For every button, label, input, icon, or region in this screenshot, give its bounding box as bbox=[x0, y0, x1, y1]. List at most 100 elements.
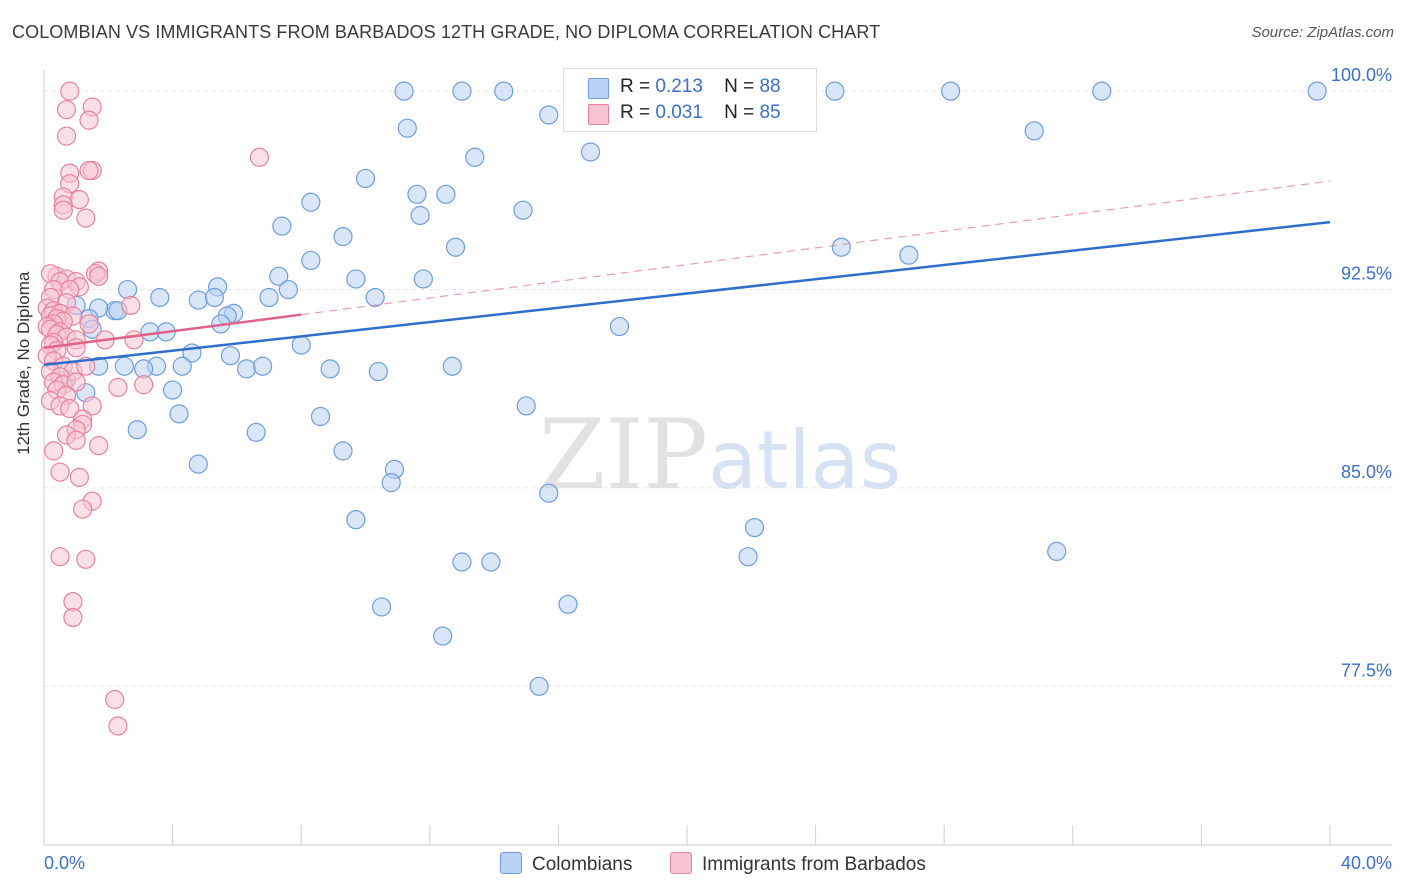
data-point bbox=[89, 435, 109, 456]
data-point bbox=[407, 184, 427, 204]
colombians-n-value: 88 bbox=[759, 76, 781, 97]
data-point bbox=[494, 81, 514, 101]
trend-line bbox=[43, 220, 1331, 367]
data-point bbox=[539, 483, 559, 503]
colombians-points bbox=[56, 81, 1327, 696]
data-point bbox=[50, 547, 70, 567]
data-point bbox=[442, 356, 462, 376]
data-point bbox=[301, 192, 321, 212]
data-point bbox=[53, 200, 73, 220]
barbados-legend-label: Immigrants from Barbados bbox=[702, 854, 926, 875]
data-point bbox=[76, 208, 96, 228]
data-point bbox=[259, 287, 279, 308]
data-point bbox=[381, 473, 401, 493]
data-point bbox=[1307, 81, 1327, 101]
data-point bbox=[516, 396, 536, 416]
data-point bbox=[163, 380, 183, 400]
data-point bbox=[291, 335, 311, 355]
data-point bbox=[50, 462, 70, 482]
legend-item-barbados[interactable]: Immigrants from Barbados bbox=[670, 852, 926, 876]
axes bbox=[43, 70, 1392, 846]
y-tick-label: 85.0% bbox=[1341, 462, 1392, 482]
data-point bbox=[134, 375, 154, 395]
data-point bbox=[609, 316, 630, 337]
data-point bbox=[56, 100, 77, 120]
data-point bbox=[114, 356, 134, 376]
stats-legend: R = 0.213 N = 88 R = 0.031 N = 85 bbox=[563, 68, 817, 132]
series-legend: Colombians Immigrants from Barbados bbox=[0, 852, 1406, 878]
data-point bbox=[253, 356, 273, 376]
data-point bbox=[72, 499, 93, 519]
data-point bbox=[269, 266, 289, 286]
data-point bbox=[66, 372, 86, 392]
data-point bbox=[82, 396, 102, 416]
colombians-legend-label: Colombians bbox=[532, 854, 633, 875]
data-point bbox=[452, 552, 472, 572]
trend-line bbox=[43, 313, 302, 349]
data-point bbox=[310, 406, 331, 427]
data-point bbox=[1024, 121, 1044, 141]
data-point bbox=[150, 287, 170, 308]
data-point bbox=[117, 279, 138, 300]
data-point bbox=[188, 290, 208, 310]
data-point bbox=[371, 597, 392, 617]
data-point bbox=[436, 184, 456, 204]
data-point bbox=[76, 549, 96, 569]
data-point bbox=[333, 227, 353, 247]
data-point bbox=[66, 430, 86, 450]
data-point bbox=[272, 216, 292, 236]
data-point bbox=[246, 422, 266, 442]
r-label: R = bbox=[620, 102, 651, 123]
data-point bbox=[410, 205, 430, 226]
data-point bbox=[60, 81, 80, 101]
data-point bbox=[236, 359, 257, 379]
data-point bbox=[301, 250, 321, 271]
data-point bbox=[172, 356, 192, 376]
data-point bbox=[452, 81, 472, 101]
n-label: N = bbox=[724, 102, 755, 123]
data-point bbox=[941, 81, 961, 101]
data-point bbox=[56, 126, 77, 146]
data-point bbox=[188, 454, 208, 474]
data-point bbox=[899, 245, 919, 265]
data-point bbox=[60, 398, 80, 419]
data-point bbox=[249, 147, 270, 167]
colombians-legend-swatch bbox=[500, 852, 522, 874]
data-point bbox=[66, 338, 86, 358]
data-point bbox=[558, 594, 578, 614]
data-point bbox=[445, 237, 466, 257]
data-point bbox=[355, 168, 376, 189]
legend-item-colombians[interactable]: Colombians bbox=[500, 852, 632, 876]
barbados-legend-swatch bbox=[670, 852, 692, 874]
barbados-r-value: 0.031 bbox=[655, 102, 703, 123]
y-tick-label: 77.5% bbox=[1341, 660, 1392, 680]
data-point bbox=[744, 517, 765, 538]
data-point bbox=[365, 287, 385, 308]
data-point bbox=[44, 441, 64, 461]
data-point bbox=[397, 118, 417, 138]
data-point bbox=[140, 322, 160, 342]
y-tick-label: 100.0% bbox=[1331, 65, 1392, 85]
data-point bbox=[1092, 81, 1112, 101]
data-point bbox=[433, 626, 453, 646]
data-point bbox=[69, 190, 89, 210]
data-point bbox=[108, 716, 128, 736]
colombians-swatch bbox=[588, 78, 609, 99]
data-point bbox=[529, 676, 549, 696]
x-tick-labels: 0.0% 40.0% bbox=[44, 853, 1392, 873]
watermark-zip: ZIP bbox=[539, 399, 708, 511]
data-point bbox=[394, 81, 414, 101]
data-point bbox=[580, 142, 601, 162]
r-label: R = bbox=[620, 76, 651, 97]
data-point bbox=[127, 420, 147, 440]
data-point bbox=[79, 160, 99, 181]
data-point bbox=[368, 361, 388, 382]
x-tick-label-min: 0.0% bbox=[44, 853, 85, 873]
data-point bbox=[481, 552, 501, 572]
data-point bbox=[413, 269, 433, 289]
data-point bbox=[89, 266, 109, 286]
data-point bbox=[220, 346, 241, 366]
colombians-r-value: 0.213 bbox=[655, 76, 703, 97]
data-point bbox=[79, 314, 99, 334]
